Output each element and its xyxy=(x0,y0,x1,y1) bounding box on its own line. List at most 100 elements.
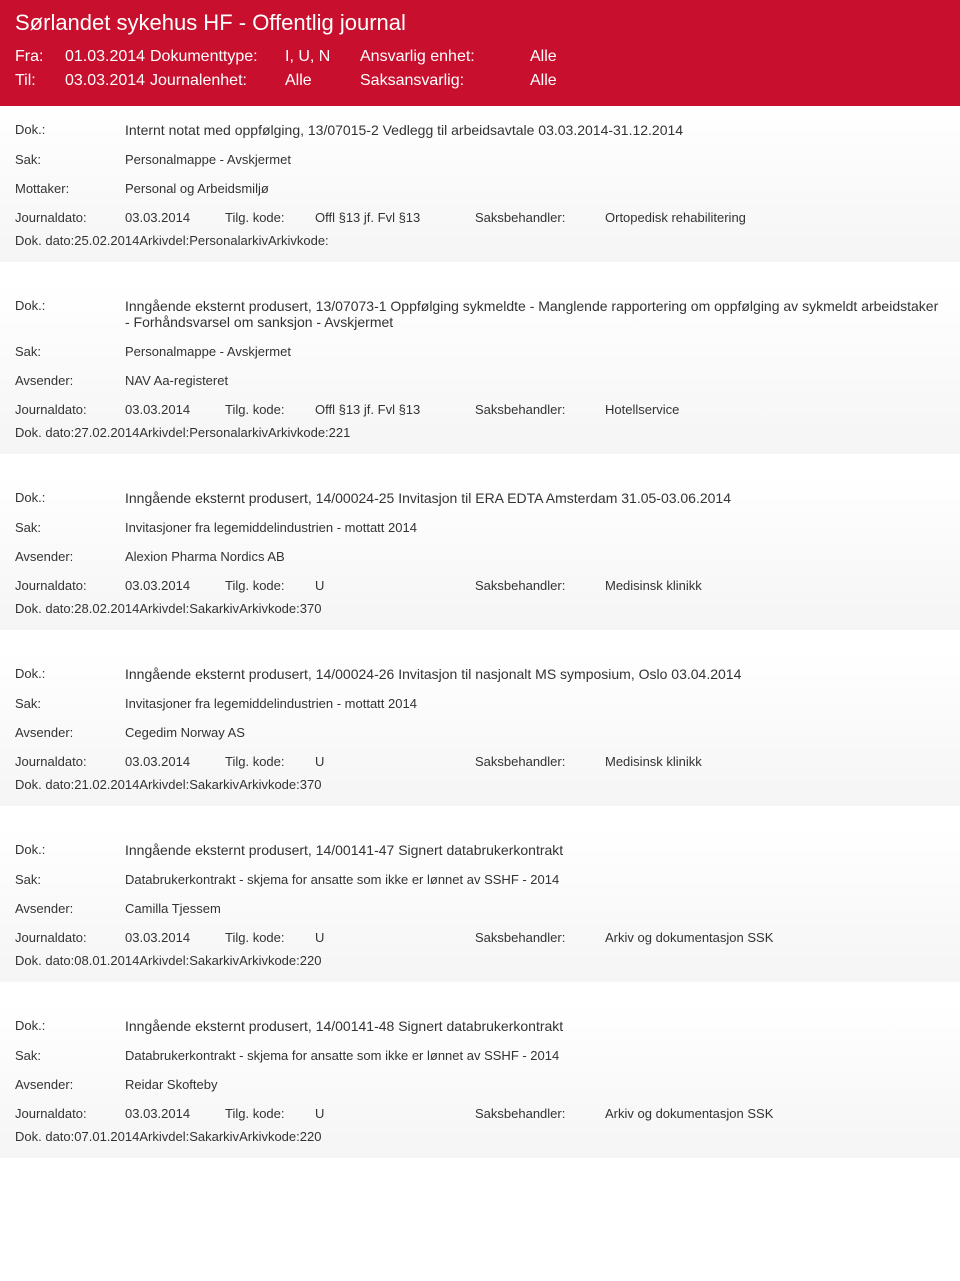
dok-value: Inngående eksternt produsert, 13/07073-1… xyxy=(125,298,945,330)
arkivdel-label: Arkivdel: xyxy=(139,777,189,792)
dokdato-value: 08.01.2014 xyxy=(74,953,139,968)
arkivkode-label: Arkivkode: xyxy=(239,777,300,792)
saksbehandler-value: Arkiv og dokumentasjon SSK xyxy=(605,1106,945,1121)
sak-label: Sak: xyxy=(15,152,125,167)
tilgkode-value: Offl §13 jf. Fvl §13 xyxy=(315,210,475,225)
dok-label: Dok.: xyxy=(15,490,125,505)
arkivdel-value: Sakarkiv xyxy=(189,1129,239,1144)
fra-value: 01.03.2014 xyxy=(65,48,150,66)
party-value: Reidar Skofteby xyxy=(125,1077,945,1092)
dok-label: Dok.: xyxy=(15,1018,125,1033)
tilgkode-label: Tilg. kode: xyxy=(225,402,315,417)
arkivdel-label: Arkivdel: xyxy=(139,425,189,440)
party-value: Cegedim Norway AS xyxy=(125,725,945,740)
saksansvarlig-label: Saksansvarlig: xyxy=(360,72,530,90)
journal-entry: Dok.: Inngående eksternt produsert, 13/0… xyxy=(0,282,960,454)
dokdato-label: Dok. dato: xyxy=(15,425,74,440)
dok-label: Dok.: xyxy=(15,842,125,857)
dokdato-label: Dok. dato: xyxy=(15,601,74,616)
sak-label: Sak: xyxy=(15,1048,125,1063)
saksbehandler-label: Saksbehandler: xyxy=(475,402,605,417)
ansvarlig-value: Alle xyxy=(530,48,945,66)
tilgkode-label: Tilg. kode: xyxy=(225,1106,315,1121)
dokdato-value: 07.01.2014 xyxy=(74,1129,139,1144)
dok-value: Inngående eksternt produsert, 14/00141-4… xyxy=(125,842,945,858)
arkivdel-label: Arkivdel: xyxy=(139,601,189,616)
journaldato-value: 03.03.2014 xyxy=(125,930,225,945)
dokdato-label: Dok. dato: xyxy=(15,777,74,792)
tilgkode-value: Offl §13 jf. Fvl §13 xyxy=(315,402,475,417)
ansvarlig-label: Ansvarlig enhet: xyxy=(360,48,530,66)
sak-value: Databrukerkontrakt - skjema for ansatte … xyxy=(125,1048,945,1063)
party-label: Avsender: xyxy=(15,725,125,740)
party-value: Personal og Arbeidsmiljø xyxy=(125,181,945,196)
saksbehandler-label: Saksbehandler: xyxy=(475,578,605,593)
journal-entry: Dok.: Inngående eksternt produsert, 14/0… xyxy=(0,650,960,806)
sak-value: Invitasjoner fra legemiddelindustrien - … xyxy=(125,696,945,711)
dok-label: Dok.: xyxy=(15,122,125,137)
journal-entry: Dok.: Inngående eksternt produsert, 14/0… xyxy=(0,1002,960,1158)
header-title: Sørlandet sykehus HF - Offentlig journal xyxy=(15,10,945,36)
dok-value: Inngående eksternt produsert, 14/00024-2… xyxy=(125,666,945,682)
tilgkode-value: U xyxy=(315,754,475,769)
sak-label: Sak: xyxy=(15,344,125,359)
arkivdel-label: Arkivdel: xyxy=(139,1129,189,1144)
arkivkode-value: 221 xyxy=(329,425,351,440)
dok-value: Inngående eksternt produsert, 14/00024-2… xyxy=(125,490,945,506)
til-value: 03.03.2014 xyxy=(65,72,150,90)
dokdato-value: 27.02.2014 xyxy=(74,425,139,440)
party-label: Avsender: xyxy=(15,1077,125,1092)
dokdato-value: 25.02.2014 xyxy=(74,233,139,248)
arkivdel-value: Sakarkiv xyxy=(189,953,239,968)
journaldato-label: Journaldato: xyxy=(15,402,125,417)
journaldato-value: 03.03.2014 xyxy=(125,578,225,593)
party-value: Camilla Tjessem xyxy=(125,901,945,916)
tilgkode-value: U xyxy=(315,1106,475,1121)
til-label: Til: xyxy=(15,72,65,90)
saksbehandler-value: Medisinsk klinikk xyxy=(605,754,945,769)
journaldato-value: 03.03.2014 xyxy=(125,402,225,417)
dokdato-label: Dok. dato: xyxy=(15,233,74,248)
sak-label: Sak: xyxy=(15,520,125,535)
doktype-value: I, U, N xyxy=(285,48,360,66)
header-row-2: Til: 03.03.2014 Journalenhet: Alle Saksa… xyxy=(15,72,945,90)
sak-value: Personalmappe - Avskjermet xyxy=(125,344,945,359)
journalenhet-value: Alle xyxy=(285,72,360,90)
saksbehandler-value: Ortopedisk rehabilitering xyxy=(605,210,945,225)
sak-value: Databrukerkontrakt - skjema for ansatte … xyxy=(125,872,945,887)
saksbehandler-value: Hotellservice xyxy=(605,402,945,417)
sak-value: Personalmappe - Avskjermet xyxy=(125,152,945,167)
journal-entry: Dok.: Internt notat med oppfølging, 13/0… xyxy=(0,106,960,262)
journalenhet-label: Journalenhet: xyxy=(150,72,285,90)
saksbehandler-label: Saksbehandler: xyxy=(475,930,605,945)
arkivdel-value: Personalarkiv xyxy=(189,233,268,248)
saksbehandler-label: Saksbehandler: xyxy=(475,754,605,769)
arkivkode-value: 220 xyxy=(300,953,322,968)
party-value: NAV Aa-registeret xyxy=(125,373,945,388)
sak-label: Sak: xyxy=(15,872,125,887)
dok-label: Dok.: xyxy=(15,666,125,681)
journaldato-label: Journaldato: xyxy=(15,1106,125,1121)
arkivkode-label: Arkivkode: xyxy=(239,601,300,616)
party-value: Alexion Pharma Nordics AB xyxy=(125,549,945,564)
arkivdel-label: Arkivdel: xyxy=(139,953,189,968)
arkivdel-value: Sakarkiv xyxy=(189,777,239,792)
doktype-label: Dokumenttype: xyxy=(150,48,285,66)
saksbehandler-value: Medisinsk klinikk xyxy=(605,578,945,593)
journaldato-label: Journaldato: xyxy=(15,210,125,225)
arkivkode-value: 370 xyxy=(300,777,322,792)
party-label: Avsender: xyxy=(15,901,125,916)
arkivkode-label: Arkivkode: xyxy=(239,953,300,968)
journaldato-value: 03.03.2014 xyxy=(125,210,225,225)
arkivkode-value: 220 xyxy=(300,1129,322,1144)
saksbehandler-label: Saksbehandler: xyxy=(475,1106,605,1121)
journaldato-label: Journaldato: xyxy=(15,930,125,945)
journaldato-label: Journaldato: xyxy=(15,578,125,593)
tilgkode-label: Tilg. kode: xyxy=(225,578,315,593)
journaldato-value: 03.03.2014 xyxy=(125,1106,225,1121)
arkivkode-value: 370 xyxy=(300,601,322,616)
saksansvarlig-value: Alle xyxy=(530,72,945,90)
dok-value: Internt notat med oppfølging, 13/07015-2… xyxy=(125,122,945,138)
tilgkode-value: U xyxy=(315,578,475,593)
saksbehandler-label: Saksbehandler: xyxy=(475,210,605,225)
